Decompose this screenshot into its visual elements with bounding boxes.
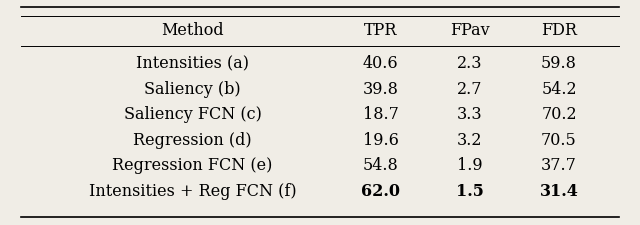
Text: 70.2: 70.2 bbox=[541, 106, 577, 123]
Text: 3.3: 3.3 bbox=[457, 106, 483, 123]
Text: 31.4: 31.4 bbox=[540, 182, 579, 199]
Text: FPav: FPav bbox=[450, 22, 490, 39]
Text: 3.2: 3.2 bbox=[457, 131, 483, 148]
Text: Intensities + Reg FCN (f): Intensities + Reg FCN (f) bbox=[89, 182, 296, 199]
Text: 1.9: 1.9 bbox=[457, 156, 483, 173]
Text: 37.7: 37.7 bbox=[541, 156, 577, 173]
Text: Intensities (a): Intensities (a) bbox=[136, 55, 249, 72]
Text: 40.6: 40.6 bbox=[363, 55, 398, 72]
Text: Saliency FCN (c): Saliency FCN (c) bbox=[124, 106, 262, 123]
Text: 54.8: 54.8 bbox=[363, 156, 399, 173]
Text: TPR: TPR bbox=[364, 22, 397, 39]
Text: Regression (d): Regression (d) bbox=[133, 131, 252, 148]
Text: 54.2: 54.2 bbox=[541, 81, 577, 97]
Text: FDR: FDR bbox=[541, 22, 577, 39]
Text: 18.7: 18.7 bbox=[363, 106, 399, 123]
Text: 59.8: 59.8 bbox=[541, 55, 577, 72]
Text: 70.5: 70.5 bbox=[541, 131, 577, 148]
Text: Regression FCN (e): Regression FCN (e) bbox=[113, 156, 273, 173]
Text: 19.6: 19.6 bbox=[363, 131, 399, 148]
Text: 1.5: 1.5 bbox=[456, 182, 484, 199]
Text: Method: Method bbox=[161, 22, 224, 39]
Text: 2.3: 2.3 bbox=[457, 55, 483, 72]
Text: 62.0: 62.0 bbox=[361, 182, 400, 199]
Text: 39.8: 39.8 bbox=[363, 81, 399, 97]
Text: 2.7: 2.7 bbox=[457, 81, 483, 97]
Text: Saliency (b): Saliency (b) bbox=[144, 81, 241, 97]
